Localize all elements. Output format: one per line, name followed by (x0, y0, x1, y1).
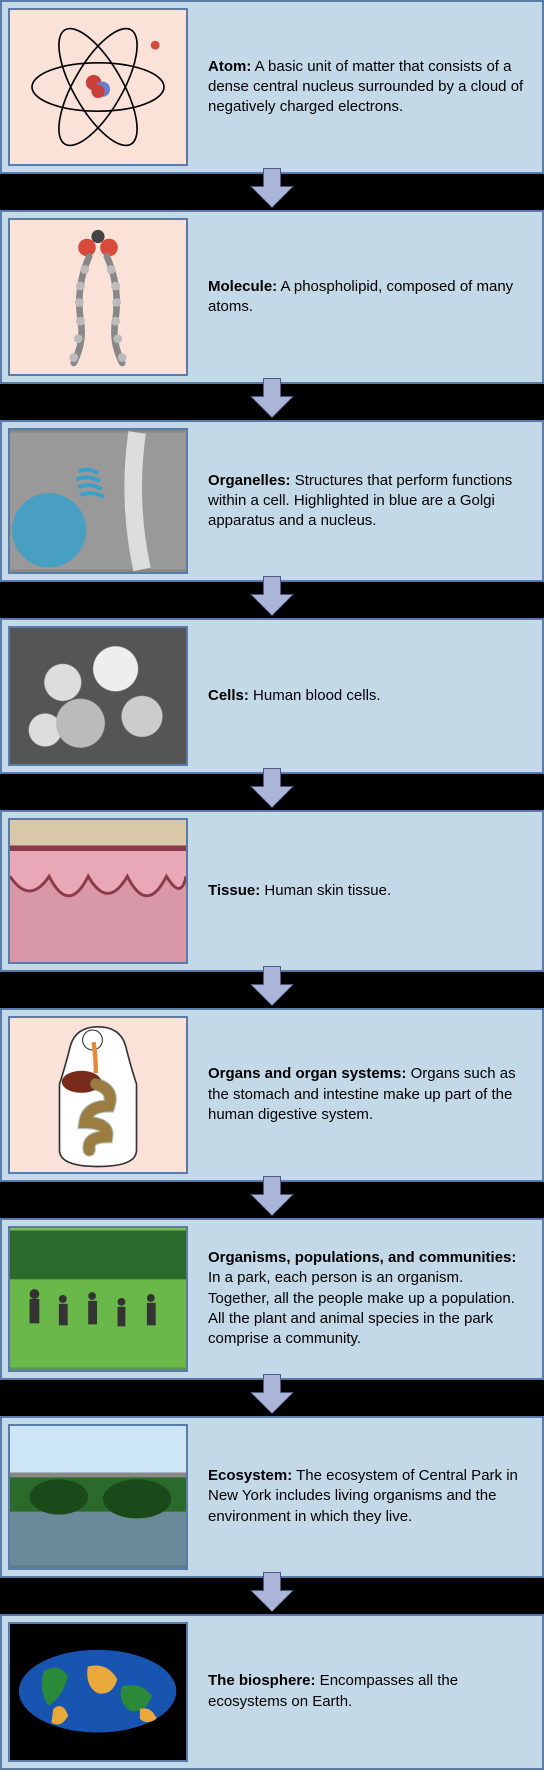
cells-desc: Human blood cells. (249, 687, 381, 704)
atom-desc: A basic unit of matter that consists of … (208, 58, 523, 116)
organs-text: Organs and organ systems: Organs such as… (194, 1010, 542, 1180)
down-arrow-icon (252, 1572, 292, 1616)
down-arrow-icon (252, 966, 292, 1010)
ecosystem-image (8, 1424, 188, 1570)
connector (0, 582, 544, 618)
earth-icon (14, 1642, 181, 1740)
connector (0, 384, 544, 420)
atom-term: Atom: (208, 58, 251, 75)
connector (0, 174, 544, 210)
level-ecosystem: Ecosystem: The ecosystem of Central Park… (0, 1416, 544, 1578)
down-arrow-icon (252, 576, 292, 620)
down-arrow-icon (252, 1176, 292, 1220)
level-atom: Atom: A basic unit of matter that consis… (0, 0, 544, 174)
atom-image (8, 8, 188, 166)
connector (0, 972, 544, 1008)
organs-image (8, 1016, 188, 1174)
organelle-micrograph (10, 430, 186, 572)
molecule-term: Molecule: (208, 278, 277, 295)
hierarchy-diagram: Atom: A basic unit of matter that consis… (0, 0, 544, 1770)
organelles-term: Organelles: (208, 472, 291, 489)
connector (0, 1380, 544, 1416)
molecule-text: Molecule: A phospholipid, composed of ma… (194, 212, 542, 382)
ecosystem-term: Ecosystem: (208, 1467, 292, 1484)
organisms-desc: In a park, each person is an organism. T… (208, 1269, 515, 1347)
level-molecule: Molecule: A phospholipid, composed of ma… (0, 210, 544, 384)
level-organelles: Organelles: Structures that perform func… (0, 420, 544, 582)
atom-text: Atom: A basic unit of matter that consis… (194, 2, 542, 172)
level-biosphere: The biosphere: Encompasses all the ecosy… (0, 1614, 544, 1770)
biosphere-text: The biosphere: Encompasses all the ecosy… (194, 1616, 542, 1768)
down-arrow-icon (252, 768, 292, 812)
tissue-text: Tissue: Human skin tissue. (194, 812, 542, 970)
tissue-term: Tissue: (208, 882, 260, 899)
down-arrow-icon (252, 378, 292, 422)
level-cells: Cells: Human blood cells. (0, 618, 544, 774)
level-tissue: Tissue: Human skin tissue. (0, 810, 544, 972)
organisms-term: Organisms, populations, and communities: (208, 1249, 516, 1266)
phospholipid-icon (10, 220, 186, 374)
organelles-text: Organelles: Structures that perform func… (194, 422, 542, 580)
cells-term: Cells: (208, 687, 249, 704)
down-arrow-icon (252, 168, 292, 212)
organelles-image (8, 428, 188, 574)
tissue-desc: Human skin tissue. (260, 882, 391, 899)
biosphere-term: The biosphere: (208, 1672, 316, 1689)
skin-tissue-micrograph (10, 820, 186, 962)
tissue-image (8, 818, 188, 964)
cells-text: Cells: Human blood cells. (194, 620, 542, 772)
organs-term: Organs and organ systems: (208, 1065, 406, 1082)
molecule-image (8, 218, 188, 376)
connector (0, 1578, 544, 1614)
ecosystem-text: Ecosystem: The ecosystem of Central Park… (194, 1418, 542, 1576)
cells-image (8, 626, 188, 766)
blood-cells-micrograph (10, 628, 186, 764)
organisms-text: Organisms, populations, and communities:… (194, 1220, 542, 1378)
park-photo (10, 1228, 186, 1370)
atom-icon (10, 10, 186, 164)
central-park-photo (10, 1426, 186, 1568)
down-arrow-icon (252, 1374, 292, 1418)
organisms-image (8, 1226, 188, 1372)
level-organs: Organs and organ systems: Organs such as… (0, 1008, 544, 1182)
digestive-system-icon (10, 1018, 186, 1172)
connector (0, 1182, 544, 1218)
connector (0, 774, 544, 810)
biosphere-image (8, 1622, 188, 1762)
level-organisms: Organisms, populations, and communities:… (0, 1218, 544, 1380)
